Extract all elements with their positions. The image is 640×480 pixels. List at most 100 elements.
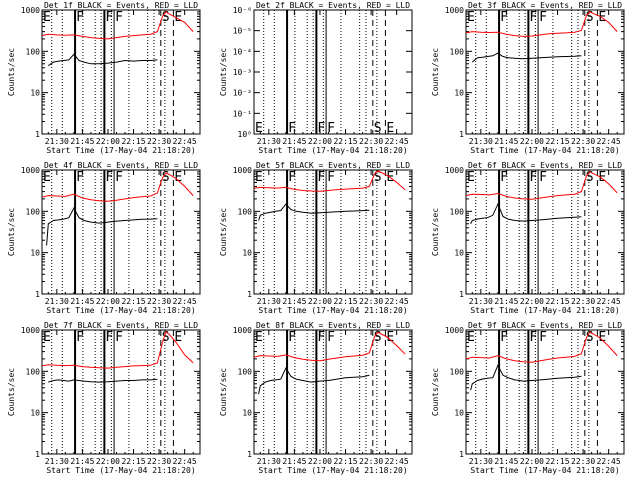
series-line-lld	[41, 11, 194, 40]
y-tick-label: 1000	[445, 6, 464, 15]
marker-label: E	[386, 330, 394, 345]
marker-label: S	[162, 330, 170, 345]
y-tick-label: 1000	[445, 326, 464, 335]
x-axis-label: Start Time (17-May-04 21:18:20)	[258, 466, 407, 475]
y-tick-label: 1	[35, 450, 40, 459]
x-axis-label: Start Time (17-May-04 21:18:20)	[258, 146, 407, 155]
x-tick-label: 22:00	[520, 457, 544, 466]
detector-panel-4: Det 4f BLACK = Events, RED = LLD 1 10 100 10…	[7, 161, 201, 315]
chart-title: Det 8f BLACK = Events, RED = LLD	[256, 321, 410, 330]
detector-panel-5: Det 5f BLACK = Events, RED = LLD 1 10 100 10…	[219, 161, 413, 315]
series-line-events	[470, 364, 582, 391]
marker-label: F	[105, 10, 113, 25]
y-axis-label: Counts/sec	[7, 48, 16, 96]
marker-label: E	[467, 10, 475, 25]
y-tick-label: 100	[26, 47, 41, 56]
x-tick-label: 21:30	[45, 297, 69, 306]
x-tick-label: 21:30	[257, 137, 281, 146]
x-tick-label: 22:15	[121, 297, 145, 306]
x-tick-label: 22:30	[147, 297, 171, 306]
y-tick-label: 1000	[21, 166, 40, 175]
marker-label: F	[288, 330, 296, 345]
y-tick-label: 10⁻³	[233, 68, 252, 77]
detector-panel-3: Det 3f BLACK = Events, RED = LLD 1 10 100 10…	[431, 1, 625, 155]
detector-panel-2: Det 2f BLACK = Events, RED = LLD 10⁰ 10⁻¹ 1…	[219, 1, 413, 155]
marker-label: E	[174, 10, 182, 25]
x-tick-label: 22:30	[147, 457, 171, 466]
x-axis-label: Start Time (17-May-04 21:18:20)	[470, 466, 619, 475]
y-axis-label: Counts/sec	[219, 368, 228, 416]
x-tick-label: 22:00	[308, 297, 332, 306]
marker-label: S	[162, 10, 170, 25]
plot-frame	[41, 9, 201, 135]
series-line-events	[258, 367, 370, 395]
marker-label: E	[467, 170, 475, 185]
y-tick-label: 100	[238, 207, 253, 216]
marker-label: E	[255, 121, 263, 136]
y-axis-label: Counts/sec	[219, 208, 228, 256]
plot-frame	[465, 329, 625, 455]
x-tick-label: 21:30	[257, 297, 281, 306]
y-tick-label: 1	[35, 130, 40, 139]
x-tick-label: 22:45	[597, 457, 621, 466]
y-tick-label: 10⁻²	[233, 89, 252, 98]
x-tick-label: 22:00	[520, 297, 544, 306]
x-tick-label: 22:45	[385, 137, 409, 146]
y-tick-label: 10	[242, 249, 252, 258]
marker-label: F	[115, 10, 123, 25]
marker-label: E	[255, 170, 263, 185]
y-tick-label: 100	[450, 207, 465, 216]
chart-title: Det 1f BLACK = Events, RED = LLD	[44, 1, 198, 10]
y-tick-label: 10⁻⁴	[233, 47, 252, 56]
chart-title: Det 9f BLACK = Events, RED = LLD	[468, 321, 622, 330]
x-tick-label: 22:30	[571, 457, 595, 466]
y-tick-label: 10⁰	[238, 130, 252, 139]
x-tick-label: 22:15	[333, 297, 357, 306]
marker-label: F	[539, 330, 547, 345]
chart-title: Det 5f BLACK = Events, RED = LLD	[256, 161, 410, 170]
x-tick-label: 22:15	[545, 457, 569, 466]
chart-title: Det 2f BLACK = Events, RED = LLD	[256, 1, 410, 10]
y-tick-label: 1000	[21, 6, 40, 15]
plot-frame	[41, 169, 201, 295]
marker-label: F	[76, 10, 84, 25]
marker-label: F	[327, 330, 335, 345]
series-line-events	[471, 52, 582, 63]
y-tick-label: 1000	[233, 326, 252, 335]
y-axis-label: Counts/sec	[7, 368, 16, 416]
marker-label: E	[43, 330, 51, 345]
marker-label: E	[43, 170, 51, 185]
plot-frame	[253, 169, 413, 295]
series-line-lld	[465, 11, 618, 37]
x-axis-label: Start Time (17-May-04 21:18:20)	[46, 146, 195, 155]
marker-label: S	[586, 330, 594, 345]
series-line-lld	[41, 172, 194, 202]
detector-panel-8: Det 8f BLACK = Events, RED = LLD 1 10 100 10…	[219, 321, 413, 475]
y-axis-label: Counts/sec	[7, 208, 16, 256]
x-tick-label: 22:00	[96, 297, 120, 306]
chart-title: Det 4f BLACK = Events, RED = LLD	[44, 161, 198, 170]
x-tick-label: 22:30	[147, 137, 171, 146]
marker-label: E	[174, 330, 182, 345]
series-line-lld	[253, 170, 406, 192]
x-tick-label: 21:45	[70, 137, 94, 146]
y-tick-label: 1000	[21, 326, 40, 335]
plot-frame	[465, 9, 625, 135]
x-tick-label: 22:00	[308, 137, 332, 146]
y-tick-label: 100	[26, 367, 41, 376]
series-line-events	[470, 202, 582, 225]
marker-label: F	[529, 330, 537, 345]
y-axis-label: Counts/sec	[431, 48, 440, 96]
marker-label: F	[76, 330, 84, 345]
x-tick-label: 21:45	[282, 457, 306, 466]
x-tick-label: 22:00	[96, 457, 120, 466]
marker-label: E	[467, 330, 475, 345]
x-tick-label: 21:30	[45, 457, 69, 466]
x-tick-label: 21:45	[70, 297, 94, 306]
detector-panel-6: Det 6f BLACK = Events, RED = LLD 1 10 100 10…	[431, 161, 625, 315]
y-tick-label: 1	[35, 290, 40, 299]
series-line-lld	[465, 331, 618, 363]
plot-frame	[41, 329, 201, 455]
marker-label: F	[327, 121, 335, 136]
